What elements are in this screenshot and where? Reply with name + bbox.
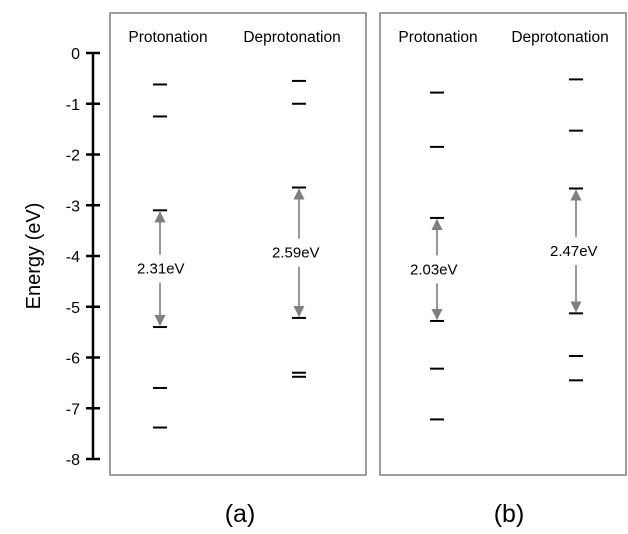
y-tick-label: -4 xyxy=(66,249,80,266)
y-tick-label: -6 xyxy=(66,351,80,368)
panel-a-frame xyxy=(109,12,367,476)
panel-b-marks: 2.03eV 2.47eV xyxy=(410,78,598,421)
y-tick-label: -5 xyxy=(66,300,80,317)
panel-a-marks: 2.31eV 2.59eV xyxy=(137,79,320,429)
y-tick-label: -1 xyxy=(66,97,80,114)
y-tick-label: 0 xyxy=(71,46,80,63)
y-tick-label: -8 xyxy=(66,452,80,469)
panel-a-column-1-title: Protonation xyxy=(128,29,207,46)
y-tick-label: -7 xyxy=(66,401,80,418)
panel-a-column-2-title: Deprotonation xyxy=(243,29,340,46)
panel-b-frame xyxy=(379,12,627,476)
panel-a-label: (a) xyxy=(225,500,256,528)
y-axis: 0 -1 -2 -3 -4 -5 -6 -7 -8 Energy (eV) xyxy=(23,46,100,469)
y-axis-label: Energy (eV) xyxy=(23,203,45,310)
panel-b: Protonation Deprotonation 2.03eV 2.47eV (… xyxy=(379,12,627,528)
panel-b-column-1-title: Protonation xyxy=(398,29,477,46)
panel-b-column-2-title: Deprotonation xyxy=(511,29,608,46)
y-tick-label: -3 xyxy=(66,198,80,215)
y-tick-label: -2 xyxy=(66,148,80,165)
gap-label: 2.47eV xyxy=(550,243,598,260)
panel-b-label: (b) xyxy=(494,500,525,528)
panel-a: Protonation Deprotonation 2.31eV 2.59eV (… xyxy=(109,12,367,528)
gap-label: 2.03eV xyxy=(410,261,458,278)
gap-label: 2.31eV xyxy=(137,261,185,278)
y-ticks: 0 -1 -2 -3 -4 -5 -6 -7 -8 xyxy=(66,46,100,469)
gap-label: 2.59eV xyxy=(272,245,320,262)
